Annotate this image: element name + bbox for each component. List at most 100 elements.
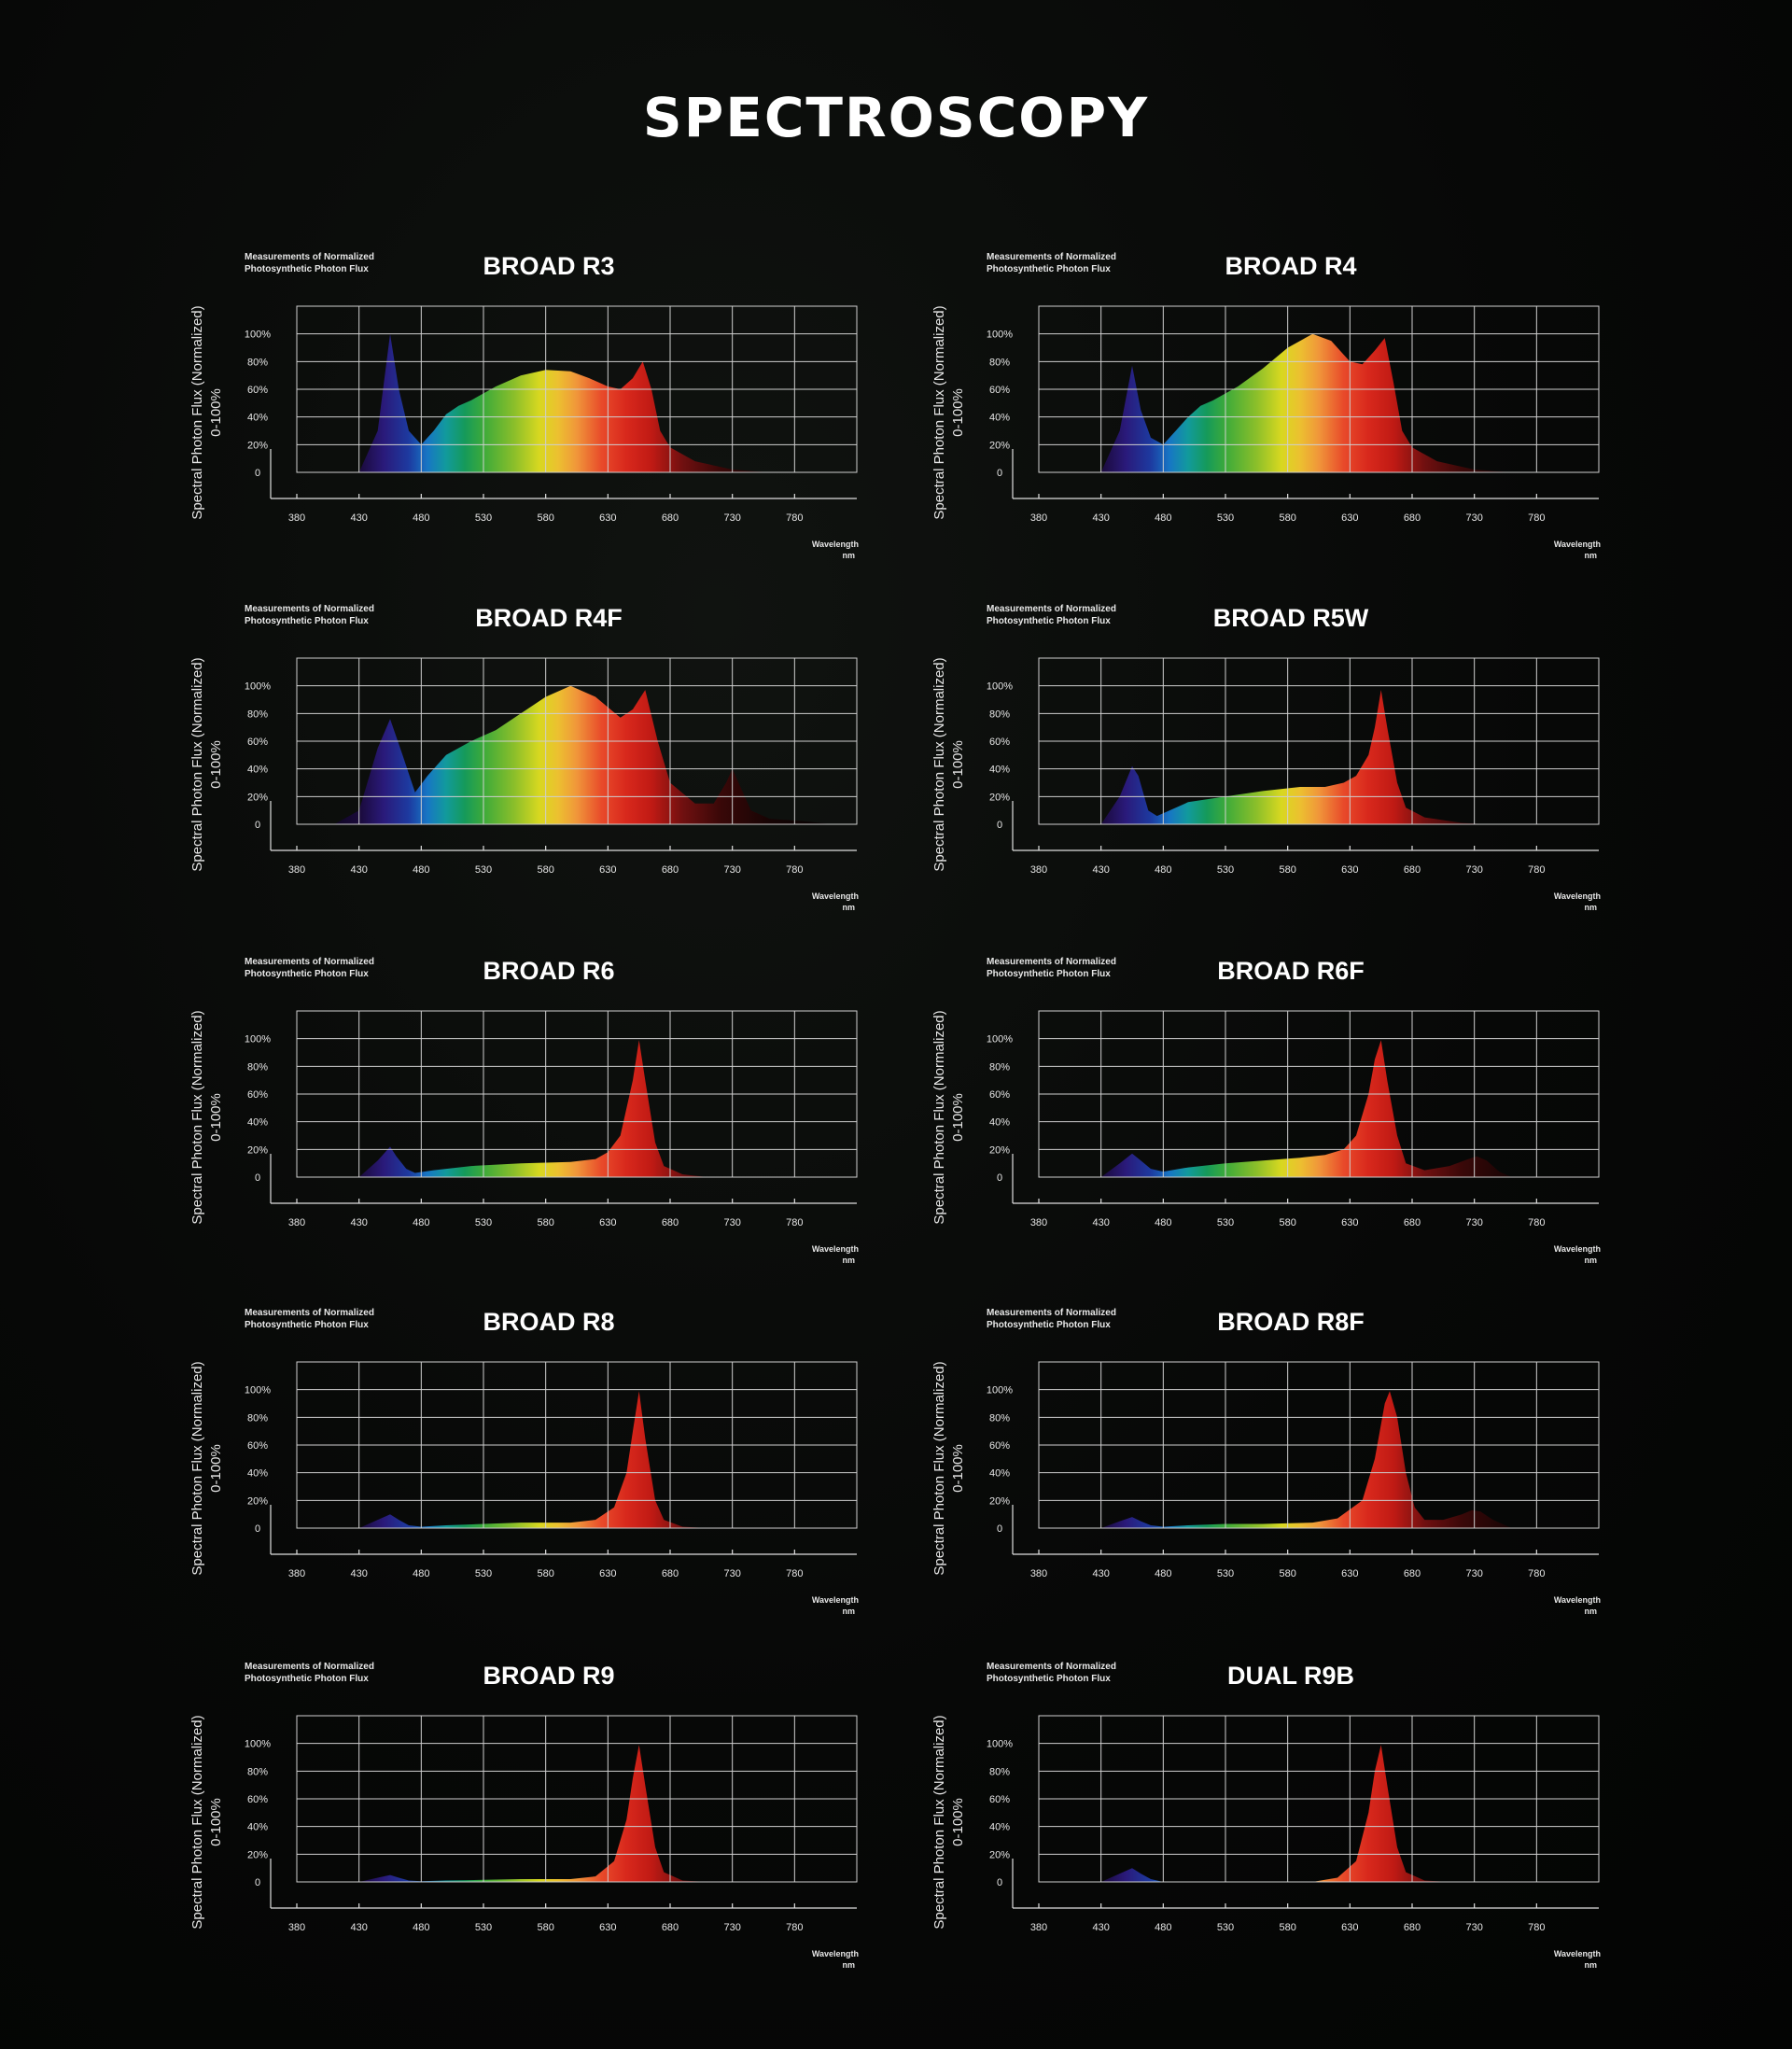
y-axis-unit: 0-100% [208, 1444, 224, 1493]
spectrum-area [1100, 1745, 1449, 1882]
x-tick-label: 380 [288, 864, 305, 876]
y-axis-unit: 0-100% [208, 388, 224, 437]
x-tick-label: 580 [537, 512, 553, 524]
chart-title: DUAL R9B [1227, 1662, 1354, 1690]
measurement-note: Photosynthetic Photon Flux [987, 1674, 1111, 1684]
x-tick-label: 480 [413, 512, 429, 524]
measurement-note: Measurements of Normalized [987, 1308, 1116, 1318]
chart-title: BROAD R4 [1225, 252, 1356, 280]
x-tick-label: 630 [1341, 1922, 1358, 1933]
x-axis-unit: nm [1585, 1256, 1598, 1265]
chart-broad-r3: Measurements of Normalized Photosynthetic… [189, 252, 859, 560]
x-axis-title: Wavelength [812, 1949, 859, 1958]
x-tick-label: 430 [1092, 864, 1109, 876]
y-tick-label: 80% [989, 709, 1010, 720]
x-tick-label: 730 [723, 1217, 740, 1228]
spectrum-area [358, 1040, 707, 1177]
y-tick-label: 20% [247, 1849, 268, 1860]
x-tick-label: 680 [662, 1922, 679, 1933]
x-tick-label: 730 [1465, 1217, 1482, 1228]
y-tick-label: 0 [997, 1523, 1002, 1535]
x-tick-label: 580 [1279, 512, 1295, 524]
x-tick-label: 580 [1279, 864, 1295, 876]
y-tick-label: 60% [989, 385, 1010, 396]
x-tick-label: 480 [413, 1217, 429, 1228]
x-tick-label: 580 [537, 1217, 553, 1228]
spectrum-area [358, 1391, 707, 1528]
x-axis-title: Wavelength [812, 1595, 859, 1605]
y-tick-label: 20% [247, 792, 268, 803]
y-axis-title: Spectral Photon Flux (Normalized) [931, 1361, 947, 1575]
measurement-note: Measurements of Normalized [987, 252, 1116, 262]
y-tick-label: 80% [989, 1412, 1010, 1424]
x-tick-label: 680 [662, 864, 679, 876]
chart-broad-r6f: Measurements of Normalized Photosynthetic… [931, 957, 1601, 1265]
x-tick-label: 480 [1155, 1568, 1171, 1579]
x-axis-title: Wavelength [1554, 1244, 1601, 1254]
chart-broad-r5w: Measurements of Normalized Photosynthetic… [931, 604, 1601, 912]
x-tick-label: 530 [475, 1922, 492, 1933]
y-tick-label: 0 [255, 1172, 260, 1184]
y-tick-label: 0 [255, 1523, 260, 1535]
x-tick-label: 430 [350, 1217, 367, 1228]
measurement-note: Photosynthetic Photon Flux [245, 1674, 369, 1684]
chart-broad-r6: Measurements of Normalized Photosynthetic… [189, 957, 859, 1265]
x-tick-label: 530 [1217, 864, 1234, 876]
x-tick-label: 480 [1155, 1217, 1171, 1228]
measurement-note: Measurements of Normalized [987, 957, 1116, 967]
x-tick-label: 680 [662, 512, 679, 524]
y-tick-label: 40% [247, 765, 268, 776]
y-axis-unit: 0-100% [950, 1798, 966, 1846]
y-tick-label: 40% [989, 1468, 1010, 1480]
x-axis-title: Wavelength [1554, 1595, 1601, 1605]
chart-broad-r8f: Measurements of Normalized Photosynthetic… [931, 1308, 1601, 1616]
x-tick-label: 730 [1465, 1568, 1482, 1579]
x-tick-label: 480 [413, 1922, 429, 1933]
x-axis-unit: nm [843, 551, 856, 560]
x-tick-label: 780 [1528, 512, 1545, 524]
x-tick-label: 780 [786, 1568, 803, 1579]
y-tick-label: 60% [989, 1440, 1010, 1452]
x-tick-label: 780 [1528, 1922, 1545, 1933]
y-tick-label: 40% [989, 765, 1010, 776]
y-tick-label: 0 [997, 1172, 1002, 1184]
y-tick-label: 40% [989, 1822, 1010, 1833]
x-axis-unit: nm [843, 1607, 856, 1616]
chart-title: BROAD R6F [1217, 957, 1365, 985]
y-axis-title: Spectral Photon Flux (Normalized) [931, 1715, 947, 1929]
x-tick-label: 530 [1217, 1922, 1234, 1933]
x-axis-unit: nm [1585, 903, 1598, 912]
measurement-note: Measurements of Normalized [245, 1662, 374, 1672]
y-tick-label: 100% [987, 1385, 1013, 1396]
x-tick-label: 530 [475, 512, 492, 524]
y-tick-label: 80% [989, 1766, 1010, 1777]
measurement-note: Measurements of Normalized [245, 957, 374, 967]
x-tick-label: 580 [537, 1922, 553, 1933]
x-tick-label: 580 [1279, 1217, 1295, 1228]
spectrum-area [1100, 333, 1512, 472]
x-axis-unit: nm [843, 1256, 856, 1265]
chart-grid [296, 1361, 858, 1529]
y-axis-title: Spectral Photon Flux (Normalized) [189, 305, 205, 519]
x-tick-label: 780 [786, 512, 803, 524]
chart-grid [1038, 305, 1600, 473]
y-axis-title: Spectral Photon Flux (Normalized) [931, 305, 947, 519]
x-tick-label: 680 [1404, 512, 1421, 524]
measurement-note: Photosynthetic Photon Flux [245, 1320, 369, 1330]
y-tick-label: 60% [247, 1440, 268, 1452]
measurement-note: Photosynthetic Photon Flux [987, 1320, 1111, 1330]
x-tick-label: 530 [1217, 512, 1234, 524]
x-tick-label: 680 [1404, 1217, 1421, 1228]
chart-title: BROAD R3 [483, 252, 614, 280]
chart-broad-r8: Measurements of Normalized Photosynthetic… [189, 1308, 859, 1616]
spectrum-area [334, 685, 833, 824]
y-axis-title: Spectral Photon Flux (Normalized) [189, 1361, 205, 1575]
x-tick-label: 680 [662, 1217, 679, 1228]
x-tick-label: 780 [1528, 1217, 1545, 1228]
x-tick-label: 780 [786, 1922, 803, 1933]
y-tick-label: 0 [255, 468, 260, 479]
x-tick-label: 730 [1465, 512, 1482, 524]
